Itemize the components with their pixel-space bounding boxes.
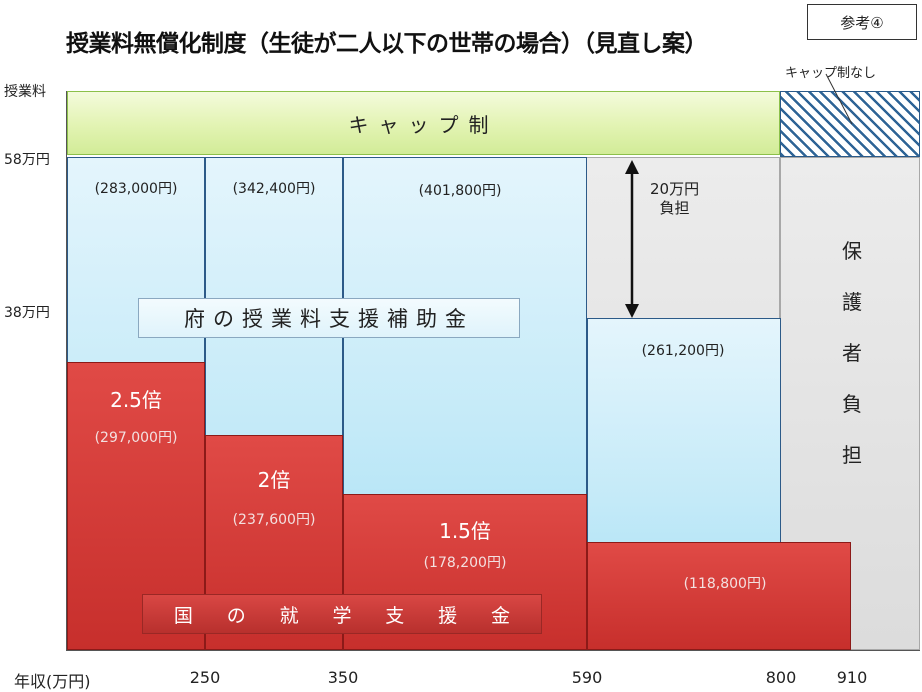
- x-tick-250: 250: [189, 668, 221, 687]
- multiplier-2-5x: 2.5倍: [110, 388, 162, 412]
- pref-amount-590-800: (261,200円): [641, 343, 725, 359]
- x-tick-800: 800: [765, 668, 797, 687]
- national-amount-350-590: (178,200円): [423, 555, 507, 571]
- pref-amount-0-250: (283,000円): [94, 181, 178, 197]
- x-tick-590: 590: [571, 668, 603, 687]
- pref-amount-350-590: (401,800円): [418, 183, 502, 199]
- multiplier-1-5x: 1.5倍: [439, 519, 491, 543]
- guardian-burden-label: 保 護 者 負 担: [834, 235, 870, 468]
- x-tick-350: 350: [327, 668, 359, 687]
- guardian-char: 負: [842, 392, 862, 416]
- national-label-char: 国: [173, 604, 193, 627]
- national-support-label: 国 の 就 学 支 援 金: [142, 594, 542, 634]
- national-label-char: 金: [490, 604, 510, 627]
- burden-word: 負担: [659, 199, 690, 217]
- y-axis-tick-38: 38万円: [4, 305, 50, 321]
- burden-amount: 20万円: [650, 180, 700, 198]
- cap-system-band: キャップ制: [67, 91, 780, 155]
- burden-double-arrow-icon: [625, 160, 639, 318]
- guardian-char: 保: [842, 239, 862, 263]
- no-cap-pointer-line: [825, 73, 853, 125]
- national-label-char: の: [226, 604, 246, 627]
- national-amount-590-910: (118,800円): [683, 576, 767, 592]
- x-axis-unit-label: 年収(万円): [14, 672, 91, 691]
- guardian-char: 担: [842, 443, 862, 467]
- page-title: 授業料無償化制度（生徒が二人以下の世帯の場合）（見直し案）: [66, 31, 708, 57]
- national-label-char: 就: [279, 604, 299, 627]
- pref-amount-250-350: (342,400円): [232, 181, 316, 197]
- prefecture-subsidy-label: 府の授業料支援補助金: [138, 298, 520, 338]
- y-axis-unit-label: 授業料: [4, 84, 46, 100]
- guardian-char: 護: [842, 290, 862, 314]
- burden-20man-label: 20万円 負担: [650, 180, 699, 218]
- national-label-char: 学: [332, 604, 352, 627]
- national-amount-0-250: (297,000円): [94, 430, 178, 446]
- multiplier-2x: 2倍: [257, 468, 291, 492]
- national-label-char: 支: [385, 604, 405, 627]
- national-subsidy-bar-590-910: [587, 542, 851, 650]
- x-tick-910: 910: [836, 668, 868, 687]
- no-cap-label: キャップ制なし: [785, 66, 877, 81]
- x-axis-line: [66, 650, 920, 651]
- reference-badge: 参考④: [807, 4, 917, 40]
- y-axis-tick-58: 58万円: [4, 152, 50, 168]
- no-cap-hatched-band: [780, 91, 920, 157]
- guardian-char: 者: [842, 341, 862, 365]
- national-amount-250-350: (237,600円): [232, 512, 316, 528]
- y-axis-line: [66, 91, 67, 651]
- national-label-char: 援: [438, 604, 458, 627]
